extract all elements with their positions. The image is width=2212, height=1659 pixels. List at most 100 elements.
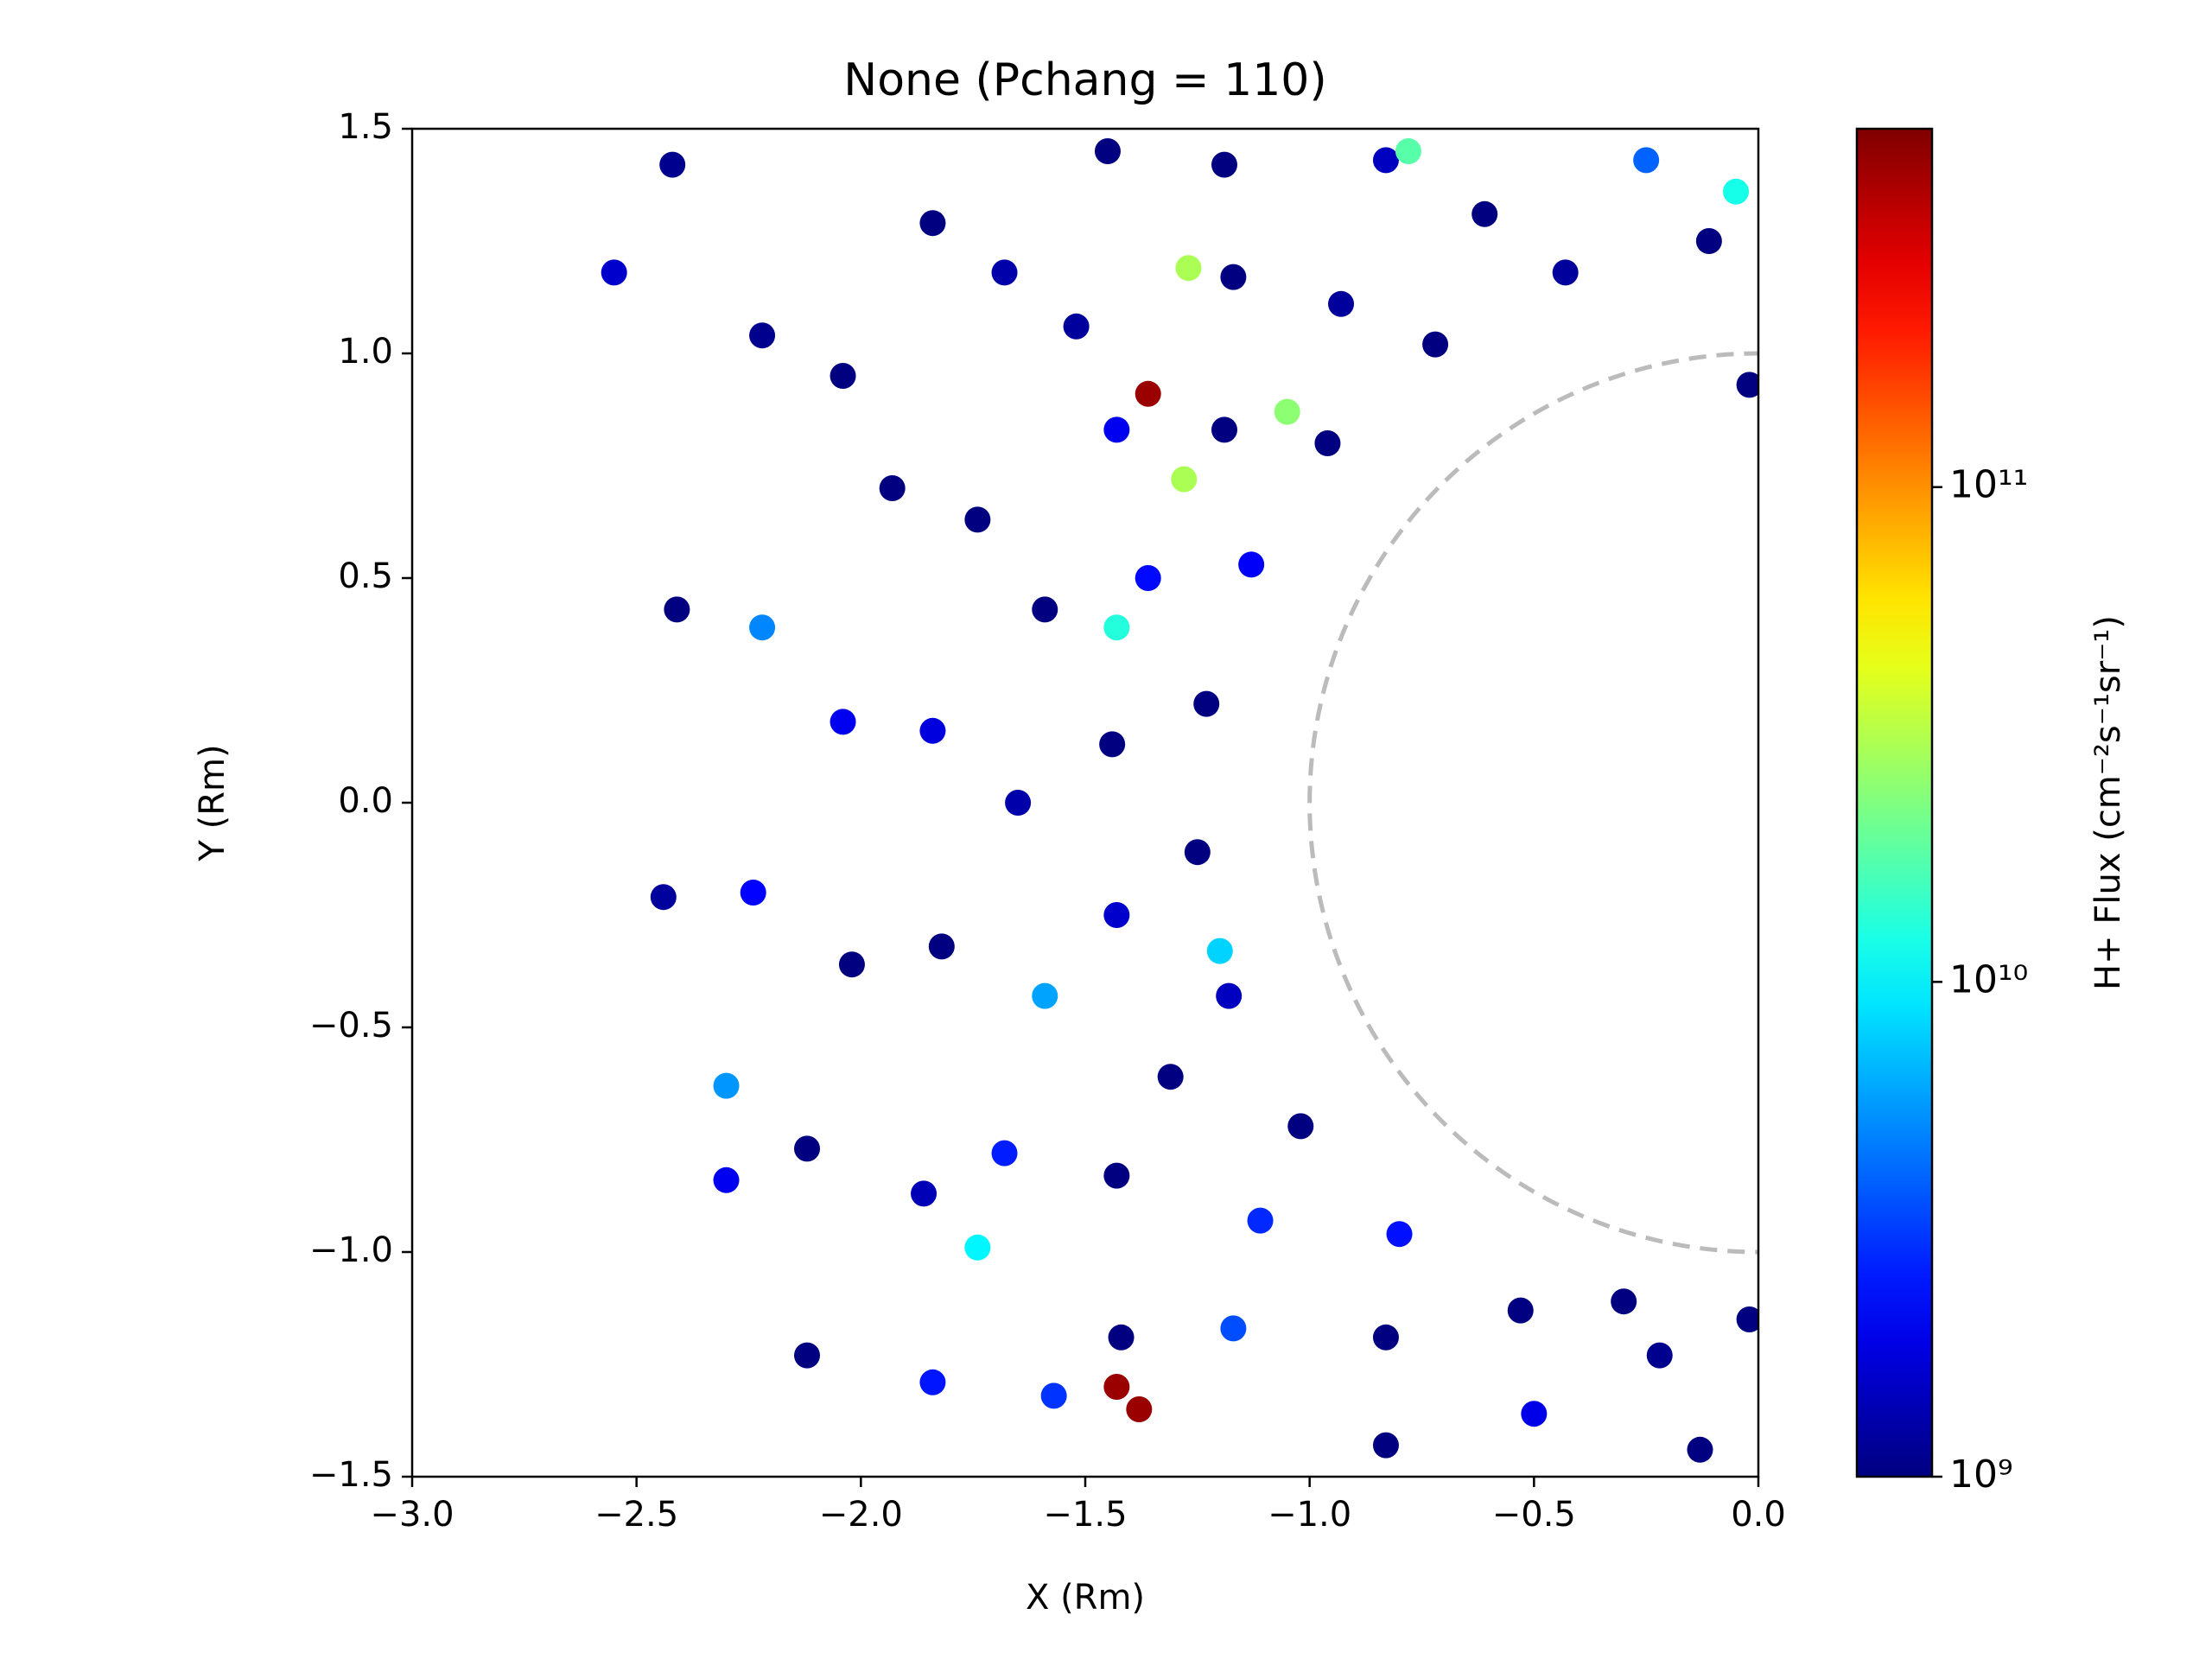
- point: [1422, 331, 1449, 358]
- point: [713, 1072, 740, 1099]
- y-tick-label: 1.0: [338, 332, 393, 372]
- point: [650, 884, 677, 911]
- colorbar-tick-label: 10¹¹: [1949, 463, 2028, 507]
- x-tick-label: −2.0: [819, 1495, 903, 1535]
- chart-title: None (Pchang = 110): [843, 54, 1326, 106]
- y-axis-label: Y (Rm): [193, 744, 232, 861]
- point: [1274, 398, 1300, 425]
- point: [1103, 1162, 1130, 1189]
- point: [1471, 200, 1498, 227]
- point: [1736, 372, 1758, 398]
- point: [1372, 1324, 1399, 1351]
- y-tick-label: −1.0: [309, 1230, 393, 1270]
- point: [964, 1234, 991, 1261]
- point: [1040, 1382, 1067, 1409]
- point: [1126, 1396, 1153, 1422]
- point: [1521, 1401, 1548, 1427]
- y-tick-label: −1.5: [309, 1455, 393, 1495]
- x-tick-label: −2.5: [594, 1495, 678, 1535]
- point: [1220, 1315, 1247, 1342]
- point: [1094, 138, 1121, 164]
- point: [1211, 151, 1237, 178]
- point: [749, 322, 776, 349]
- point: [1314, 430, 1341, 456]
- point: [794, 1135, 821, 1162]
- point: [991, 259, 1018, 286]
- point: [1135, 565, 1161, 591]
- point: [1687, 1436, 1713, 1463]
- point: [740, 880, 766, 906]
- point: [1633, 147, 1660, 174]
- point: [1216, 982, 1243, 1009]
- point: [1723, 178, 1750, 205]
- y-tick-label: 1.5: [338, 107, 393, 147]
- y-tick-label: 0.5: [338, 556, 393, 596]
- point: [1386, 1221, 1413, 1248]
- point: [794, 1342, 821, 1369]
- point: [1103, 416, 1130, 443]
- point: [1103, 1374, 1130, 1400]
- point: [601, 259, 627, 286]
- colorbar-tick-label: 10¹⁰: [1949, 957, 2028, 1001]
- point: [919, 717, 946, 744]
- point: [1372, 147, 1399, 174]
- x-axis-label: X (Rm): [1026, 1578, 1145, 1618]
- point: [749, 614, 776, 641]
- point: [1372, 1432, 1399, 1459]
- point: [928, 933, 955, 960]
- point: [919, 210, 946, 237]
- point: [1171, 466, 1198, 493]
- point: [1103, 614, 1130, 641]
- point: [830, 709, 856, 735]
- point: [1395, 138, 1421, 164]
- x-tick-label: −0.5: [1492, 1495, 1576, 1535]
- point: [1695, 228, 1722, 254]
- point: [1220, 264, 1247, 290]
- point: [1611, 1288, 1637, 1315]
- point: [1135, 380, 1161, 407]
- point: [1193, 690, 1220, 717]
- colorbar: [1855, 127, 1934, 1478]
- point: [1238, 551, 1265, 578]
- point: [1646, 1342, 1673, 1369]
- point: [1507, 1297, 1534, 1324]
- reference-circle: [1307, 351, 1758, 1255]
- point: [1103, 902, 1130, 928]
- point: [1736, 1306, 1758, 1332]
- point: [1032, 596, 1058, 623]
- y-tick-label: 0.0: [338, 781, 393, 821]
- colorbar-tick-label: 10⁹: [1949, 1452, 2013, 1497]
- x-tick-label: −1.0: [1268, 1495, 1351, 1535]
- point: [664, 596, 690, 623]
- point: [1157, 1064, 1184, 1090]
- point: [879, 475, 906, 501]
- point: [1184, 839, 1211, 866]
- point: [1063, 313, 1090, 340]
- point: [1005, 790, 1032, 816]
- point: [838, 951, 865, 978]
- point: [1175, 255, 1202, 282]
- point: [919, 1369, 946, 1395]
- plot-area: [601, 138, 1758, 1463]
- x-tick-label: −3.0: [370, 1495, 454, 1535]
- point: [659, 151, 686, 178]
- point: [1247, 1207, 1274, 1234]
- colorbar-label: H+ Flux (cm⁻²s⁻¹sr⁻¹): [2088, 615, 2128, 990]
- point: [1287, 1113, 1314, 1140]
- point: [830, 363, 856, 389]
- point: [911, 1180, 938, 1207]
- y-tick-label: −0.5: [309, 1006, 393, 1046]
- point: [1552, 259, 1579, 286]
- point: [1206, 938, 1233, 964]
- point: [991, 1140, 1018, 1166]
- x-tick-label: −1.5: [1043, 1495, 1127, 1535]
- point: [1211, 416, 1237, 443]
- point: [964, 506, 991, 533]
- point: [1099, 731, 1126, 758]
- point: [713, 1166, 740, 1193]
- point: [1108, 1324, 1135, 1351]
- point: [1032, 982, 1058, 1009]
- x-tick-label: 0.0: [1731, 1495, 1786, 1535]
- point: [1328, 290, 1355, 317]
